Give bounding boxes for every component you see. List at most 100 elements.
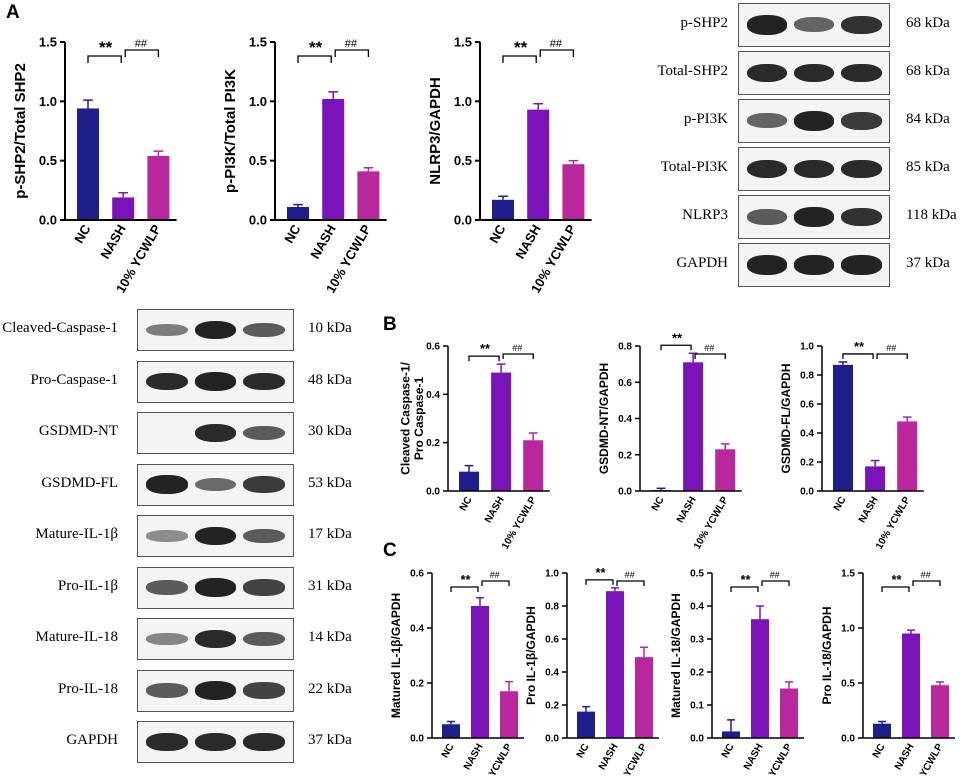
blot-molecular-weight: 22 kDa <box>308 680 352 697</box>
y-tick-label: 0.4 <box>545 668 559 679</box>
bar-10-ycwlp <box>715 449 736 491</box>
significance-marker-nc-nash: ** <box>672 330 683 345</box>
bar-nash <box>471 606 489 738</box>
blot-band <box>243 476 286 493</box>
y-tick-label: 0.4 <box>690 602 704 613</box>
y-axis-label-line: Matured IL-18/GAPDH <box>669 593 683 718</box>
y-tick-label: 0.5 <box>39 153 57 168</box>
blot-label: GAPDH <box>66 732 118 748</box>
y-tick-label: 0.0 <box>249 213 267 228</box>
blot-label: Pro-Caspase-1 <box>30 371 118 388</box>
x-tick-label: NASH <box>857 495 881 525</box>
y-tick-label: 0.8 <box>545 602 559 613</box>
y-tick-label: 0.2 <box>545 701 559 712</box>
y-tick-label: 1.5 <box>454 35 472 50</box>
blot-band <box>243 579 286 596</box>
significance-marker-nash-ycwlp: ## <box>550 38 563 50</box>
blot-band <box>841 112 882 130</box>
blot-molecular-weight: 31 kDa <box>308 577 352 594</box>
significance-bracket-nash-ycwlp <box>334 49 370 57</box>
bar-nc <box>577 711 595 738</box>
blot-strip <box>738 99 890 143</box>
chart-matured-il-18: 0.0 0.1 0.2 0.3 0.4 0.5 Matured IL-18/GAPDH NC N… <box>669 569 804 777</box>
blot-strip <box>137 669 294 712</box>
y-axis-label-line: Pro IL-1β/GAPDH <box>524 606 538 705</box>
bar-10-ycwlp <box>500 691 518 738</box>
significance-marker-nc-nash: ** <box>309 38 323 57</box>
bar-nc <box>873 723 891 738</box>
blot-label: Total-PI3K <box>660 159 728 175</box>
x-tick-label: 10% YCWLP <box>874 495 913 552</box>
y-axis-label-line: NLRP3/GAPDH <box>427 77 444 185</box>
significance-marker-nash-ycwlp: ## <box>512 343 523 353</box>
significance-bracket-nc-nash <box>660 344 692 351</box>
y-tick-label: 1.0 <box>545 569 559 580</box>
blot-band <box>746 63 787 83</box>
y-tick-label: 0.1 <box>690 701 704 712</box>
x-tick-label: NASH <box>462 742 486 772</box>
bar-nash <box>902 633 920 738</box>
y-axis-label-line: GSDMD-NT/GAPDH <box>597 363 611 474</box>
significance-marker-nc-nash: ** <box>514 38 528 57</box>
blot-strip <box>738 3 890 47</box>
bar-nash <box>683 362 704 491</box>
blot-label: Pro-IL-1β <box>57 577 118 594</box>
significance-bracket-nc-nash <box>881 586 910 592</box>
blot-band <box>746 15 787 35</box>
x-tick-label: NC <box>458 495 475 513</box>
blot-strip <box>137 360 294 403</box>
bar-nash <box>606 591 624 738</box>
blot-band <box>243 425 286 441</box>
significance-bracket-nc-nash <box>730 586 759 592</box>
y-axis-label-line: Pro Caspase-1 <box>412 376 426 460</box>
y-tick-label: 0.0 <box>800 487 814 498</box>
x-tick-label: NC <box>486 221 509 245</box>
blot-band <box>194 681 237 700</box>
blot-band <box>746 255 787 275</box>
significance-bracket-nc-nash <box>585 579 614 585</box>
blot-molecular-weight: 85 kDa <box>906 159 950 175</box>
blot-band <box>194 477 237 492</box>
significance-bracket-nc-nash <box>297 55 332 63</box>
y-tick-label: 0.8 <box>618 342 632 353</box>
y-tick-label: 0.0 <box>690 734 704 745</box>
y-axis-label: GSDMD-FL/GAPDH <box>779 364 793 474</box>
blot-band <box>841 159 882 179</box>
x-tick-label: NASH <box>483 495 507 525</box>
blot-band <box>243 528 286 544</box>
y-tick-label: 0.2 <box>690 668 704 679</box>
significance-bracket-nash-ycwlp <box>124 49 160 57</box>
blot-band <box>793 111 835 131</box>
blot-band <box>145 530 188 542</box>
blot-molecular-weight: 68 kDa <box>906 15 950 31</box>
y-tick-label: 0.4 <box>618 414 632 425</box>
blot-strip <box>738 243 890 287</box>
y-tick-label: 1.0 <box>454 94 472 109</box>
bar-10-ycwlp <box>780 688 798 738</box>
y-tick-label: 0.0 <box>618 487 632 498</box>
bar-nash <box>112 197 135 220</box>
blot-band <box>793 17 835 33</box>
x-tick-label: NC <box>720 742 737 760</box>
y-tick-label: 1.0 <box>800 342 814 353</box>
blot-band <box>793 255 835 275</box>
significance-marker-nash-ycwlp: ## <box>769 570 780 580</box>
blot-strip <box>137 566 294 609</box>
blot-band <box>793 159 835 179</box>
bar-nash <box>491 372 512 491</box>
y-tick-label: 0.0 <box>410 734 424 745</box>
panel-label-b: B <box>383 314 397 335</box>
blot-band <box>145 683 188 698</box>
bar-nc <box>492 199 514 220</box>
significance-marker-nc-nash: ** <box>460 572 471 587</box>
y-tick-label: 0.6 <box>618 378 632 389</box>
y-tick-label: 0.4 <box>410 624 424 635</box>
significance-marker-nc-nash: ** <box>595 565 606 580</box>
significance-bracket-nash-ycwlp <box>876 353 908 359</box>
blot-strip <box>738 195 890 239</box>
y-tick-label: 1.5 <box>249 35 267 50</box>
significance-bracket-nash-ycwlp <box>912 580 941 586</box>
significance-marker-nash-ycwlp: ## <box>886 343 897 353</box>
